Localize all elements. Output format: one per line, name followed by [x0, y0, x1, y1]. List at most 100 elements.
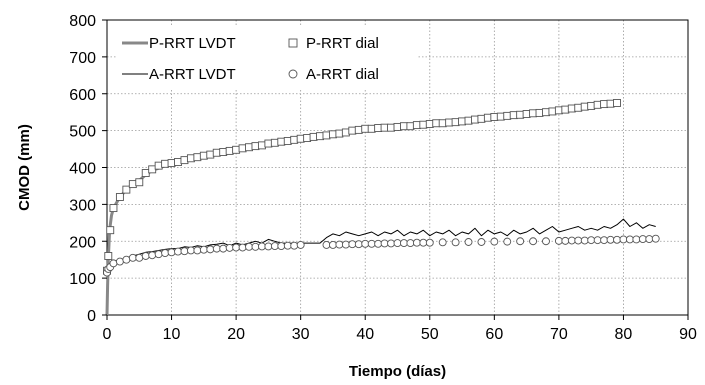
data-point [567, 236, 576, 245]
x-tick-label: 0 [103, 326, 112, 343]
x-axis-label: Tiempo (días) [349, 363, 446, 380]
x-tick-label: 90 [679, 326, 697, 343]
data-point [199, 151, 208, 160]
data-point [567, 104, 576, 113]
data-point [328, 240, 337, 249]
y-axis-label: CMOD (mm) [16, 124, 33, 211]
data-point [122, 185, 131, 194]
data-point [354, 240, 363, 249]
data-point [451, 238, 460, 247]
data-point [128, 253, 137, 262]
data-point [554, 236, 563, 245]
data-point [600, 100, 609, 109]
data-point [161, 159, 170, 168]
data-point [645, 235, 654, 243]
data-point [380, 239, 389, 248]
data-point [290, 241, 299, 250]
data-point [135, 178, 144, 187]
data-point [104, 252, 113, 260]
legend-entry: P-RRT dial [288, 35, 379, 52]
data-point [387, 123, 395, 132]
data-point [277, 242, 286, 250]
data-point [593, 236, 602, 245]
data-point [490, 113, 499, 121]
series-p-rrt-dial [103, 99, 621, 275]
data-point [361, 239, 370, 248]
data-point [206, 245, 215, 254]
data-point [328, 130, 337, 139]
legend-entry: A-RRT dial [288, 66, 379, 83]
data-point [516, 237, 525, 246]
data-point [516, 110, 525, 119]
data-point [193, 246, 202, 255]
x-tick-label: 80 [615, 326, 633, 343]
data-point [477, 114, 486, 123]
data-point [219, 244, 228, 253]
series-layer [103, 99, 660, 316]
data-point [219, 148, 228, 156]
data-point [341, 128, 350, 137]
data-point [400, 122, 408, 131]
data-point [335, 240, 344, 249]
data-point [503, 237, 512, 246]
data-point [290, 135, 299, 144]
data-point [374, 124, 383, 132]
series-a-rrt-dial [103, 234, 660, 277]
legend-entry: P-RRT LVDT [122, 35, 236, 52]
data-point [212, 148, 221, 157]
legend-circle-swatch [288, 69, 298, 79]
data-point [613, 99, 621, 107]
data-point [135, 253, 144, 262]
data-point [270, 242, 279, 250]
data-point [554, 106, 563, 115]
data-point [193, 153, 202, 162]
series-a-rrt-lvdt [106, 218, 656, 268]
data-point [374, 239, 383, 248]
data-point [354, 125, 363, 134]
data-point [264, 139, 273, 148]
data-point [542, 108, 550, 117]
legend-label: A-RRT LVDT [149, 66, 236, 83]
data-point [490, 237, 499, 246]
data-point [225, 243, 234, 252]
data-point [161, 249, 170, 258]
data-point [296, 240, 305, 249]
data-point [251, 142, 260, 151]
data-point [574, 236, 583, 245]
data-point [174, 247, 182, 256]
data-point [128, 180, 137, 189]
x-tick-label: 30 [292, 326, 310, 343]
data-point [238, 243, 247, 252]
data-point [141, 169, 150, 177]
data-point [438, 238, 447, 247]
data-point [277, 137, 286, 146]
data-point [303, 134, 312, 142]
data-point [509, 111, 518, 120]
tick-labels: 0 10 20 30 40 50 60 70 80 90 0 100 200 300 400 500 600 70… [69, 13, 697, 343]
data-point [496, 112, 505, 121]
data-point [400, 239, 408, 248]
legend-background [116, 27, 418, 89]
data-point [561, 236, 570, 245]
data-point [587, 101, 596, 110]
data-point [206, 150, 215, 159]
data-point [174, 158, 182, 166]
data-point [180, 156, 189, 165]
data-point [283, 241, 292, 250]
data-point [548, 107, 557, 116]
data-point [451, 118, 460, 127]
legend-label: P-RRT dial [306, 35, 379, 52]
data-point [393, 122, 402, 131]
data-point [406, 239, 415, 248]
series-line [106, 218, 656, 268]
data-point [148, 165, 157, 174]
data-point [483, 113, 492, 122]
data-point [542, 237, 550, 246]
data-point [425, 120, 434, 128]
data-point [122, 255, 131, 264]
data-point [148, 251, 157, 260]
data-point [587, 236, 596, 245]
data-point [367, 239, 376, 248]
data-point [238, 144, 247, 153]
y-tick-label: 400 [69, 161, 96, 178]
